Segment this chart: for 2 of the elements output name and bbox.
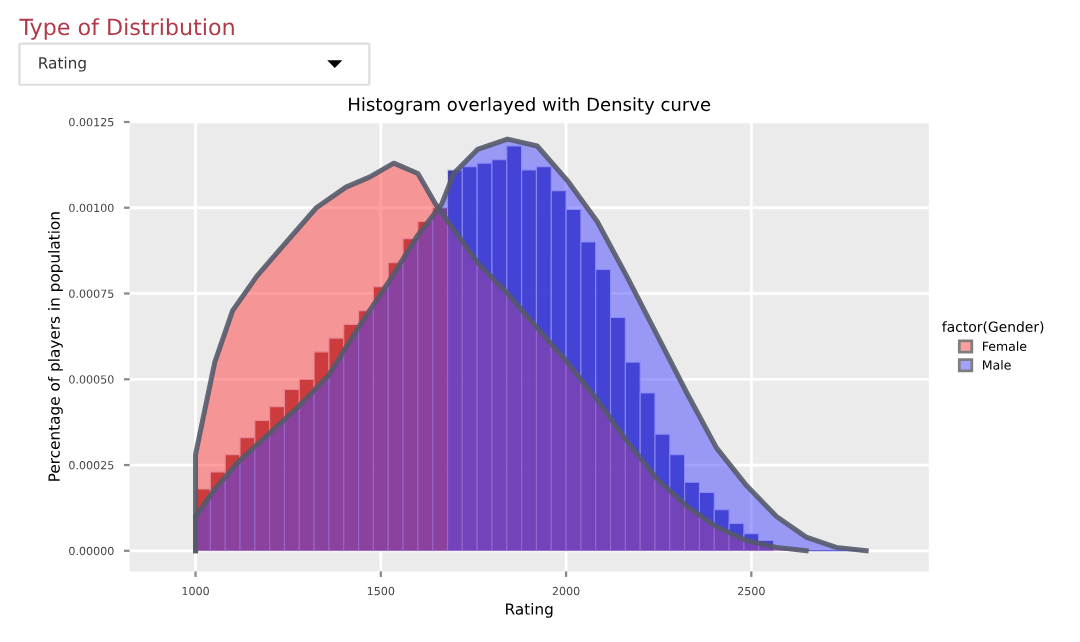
chart-title: Histogram overlayed with Density curve <box>349 97 711 115</box>
text: Type of Distribution <box>19 18 234 40</box>
